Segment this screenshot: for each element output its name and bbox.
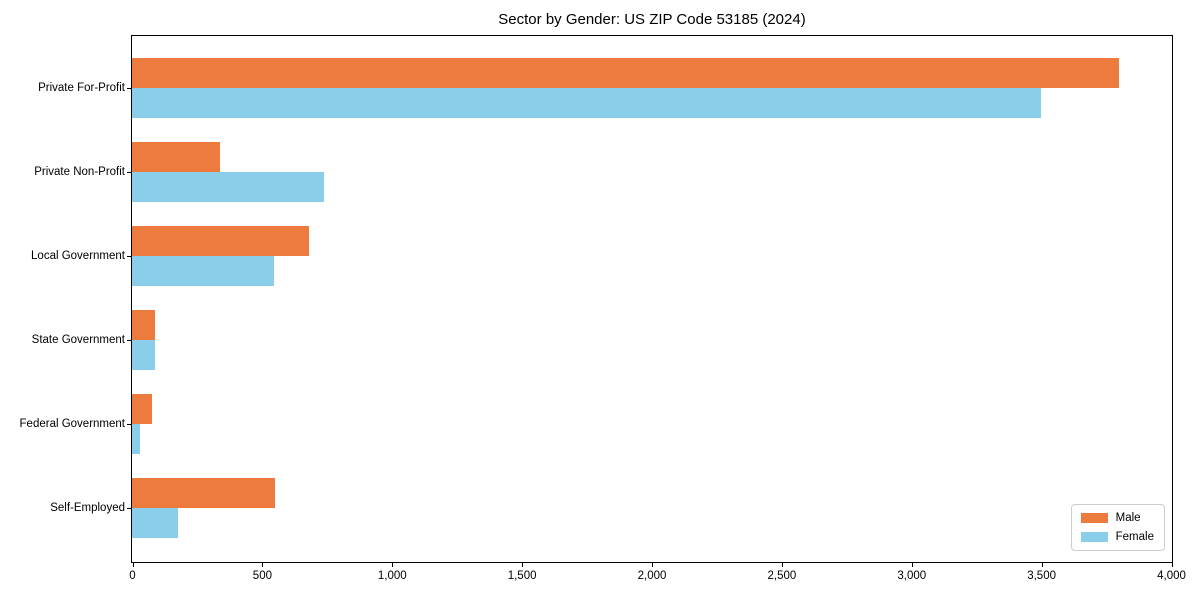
bar-female-state-government: [132, 339, 156, 370]
y-tick-mark: [127, 340, 131, 341]
x-tick-mark: [1171, 563, 1173, 567]
legend-swatch-female: [1080, 532, 1108, 542]
x-tick-mark: [911, 563, 913, 567]
x-tick-label-2000: 2,000: [637, 570, 667, 582]
y-tick-mark: [127, 256, 131, 257]
x-tick-mark: [781, 563, 783, 567]
bar-female-federal-government: [132, 423, 140, 454]
plot-area: Male Female: [131, 35, 1173, 563]
y-label-state-government: State Government: [31, 334, 125, 346]
bar-male-state-government: [132, 309, 156, 340]
chart-title: Sector by Gender: US ZIP Code 53185 (202…: [498, 11, 806, 28]
x-tick-label-0: 0: [129, 570, 136, 582]
legend-label-male: Male: [1115, 512, 1141, 524]
y-label-private-for-profit: Private For-Profit: [38, 82, 125, 94]
bar-female-local-government: [132, 255, 274, 286]
y-tick-mark: [127, 88, 131, 89]
bar-male-local-government: [132, 225, 309, 256]
x-tick-mark: [522, 563, 524, 567]
x-tick-label-1000: 1,000: [377, 570, 407, 582]
x-tick-label-3500: 3,500: [1027, 570, 1056, 582]
y-tick-mark: [127, 172, 131, 173]
x-axis: 0 500 1,000 1,500 2,000 2,500 3,000 3,500 4,000: [129, 563, 1186, 599]
x-tick-label-4000: 4,000: [1157, 570, 1186, 582]
y-label-self-employed: Self-Employed: [50, 502, 125, 514]
legend-swatch-male: [1080, 513, 1108, 523]
bar-female-private-non-profit: [132, 171, 325, 202]
x-tick-mark: [132, 563, 134, 567]
legend-entry-female: Female: [1080, 531, 1154, 543]
bar-male-private-non-profit: [132, 141, 221, 172]
legend-label-female: Female: [1115, 531, 1154, 543]
bar-female-private-for-profit: [132, 87, 1042, 118]
x-tick-mark: [652, 563, 653, 567]
y-label-private-non-profit: Private Non-Profit: [34, 166, 125, 178]
bar-male-federal-government: [132, 393, 152, 424]
x-tick-label-2500: 2,500: [767, 570, 797, 582]
x-tick-label-3000: 3,000: [897, 570, 927, 582]
bar-female-self-employed: [132, 507, 178, 538]
x-tick-mark: [262, 563, 264, 567]
legend: Male Female: [1070, 504, 1165, 551]
y-label-federal-government: Federal Government: [19, 418, 125, 430]
x-tick-mark: [1041, 563, 1043, 567]
bar-male-self-employed: [132, 477, 275, 508]
legend-entry-male: Male: [1080, 512, 1154, 524]
x-tick-label-1500: 1,500: [507, 570, 537, 582]
bar-male-private-for-profit: [132, 57, 1119, 88]
y-axis-labels: Private For-Profit Private Non-Profit Loca…: [0, 35, 125, 563]
y-label-local-government: Local Government: [31, 250, 125, 262]
x-tick-label-500: 500: [252, 570, 272, 582]
x-tick-mark: [392, 563, 394, 567]
y-tick-mark: [127, 424, 131, 425]
y-tick-mark: [127, 508, 131, 509]
